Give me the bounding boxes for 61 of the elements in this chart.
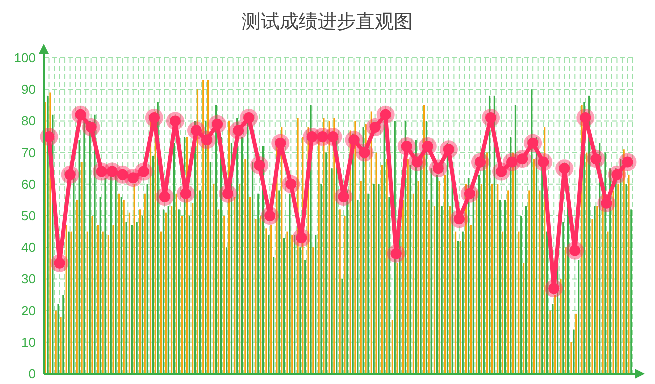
point <box>156 188 174 206</box>
y-tick-label: 70 <box>22 145 36 160</box>
point <box>61 166 80 184</box>
point <box>566 242 584 260</box>
point <box>345 131 364 150</box>
point <box>460 184 479 203</box>
point <box>482 109 500 128</box>
y-tick-label: 20 <box>22 303 36 318</box>
point <box>608 166 626 184</box>
point <box>376 106 395 124</box>
point <box>198 131 216 150</box>
point <box>219 184 238 203</box>
point <box>524 134 542 152</box>
point <box>82 118 100 137</box>
point <box>471 153 490 172</box>
point <box>534 153 553 172</box>
point <box>166 112 184 130</box>
point <box>429 160 448 178</box>
point <box>450 210 468 228</box>
y-tick-label: 80 <box>22 114 36 129</box>
point <box>334 188 353 206</box>
point <box>282 175 300 194</box>
point <box>40 128 58 146</box>
point <box>230 122 248 140</box>
y-tick-label: 40 <box>22 240 36 256</box>
point <box>208 115 227 134</box>
point <box>398 137 416 156</box>
y-tick-label: 30 <box>22 272 36 287</box>
point <box>240 109 258 128</box>
point <box>576 109 595 128</box>
point <box>598 194 616 212</box>
point <box>440 140 458 159</box>
point <box>387 244 406 263</box>
point <box>514 150 532 168</box>
point <box>261 207 280 225</box>
point <box>176 184 195 203</box>
point <box>556 160 574 178</box>
point <box>356 144 374 162</box>
point <box>618 153 637 172</box>
point <box>545 280 564 298</box>
point <box>587 150 606 168</box>
y-tick-label: 10 <box>22 334 36 350</box>
point <box>134 162 153 181</box>
point <box>272 134 290 152</box>
point <box>250 156 269 174</box>
point <box>72 106 90 124</box>
point <box>492 162 511 181</box>
point <box>366 118 384 137</box>
y-tick-label: 50 <box>22 208 36 224</box>
point <box>418 137 437 156</box>
point <box>408 153 426 172</box>
y-tick-label: 100 <box>14 50 36 66</box>
y-tick-label: 0 <box>28 366 36 382</box>
point <box>145 109 164 128</box>
point <box>188 122 206 140</box>
point <box>50 254 69 272</box>
y-tick-label: 60 <box>22 176 36 192</box>
y-tick-label: 90 <box>22 82 36 98</box>
chart-title: 测试成绩进步直观图 <box>242 12 413 33</box>
point <box>324 128 342 146</box>
point <box>292 229 311 248</box>
